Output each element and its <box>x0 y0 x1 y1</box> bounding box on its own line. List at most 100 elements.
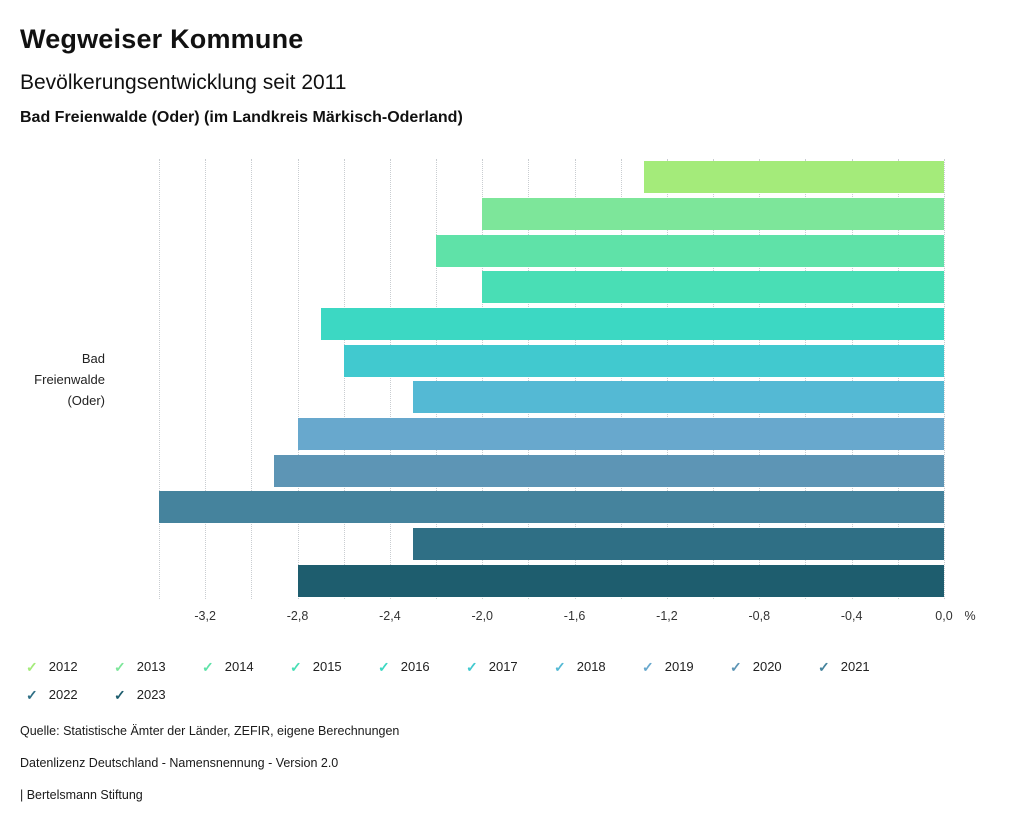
bar-2019[interactable] <box>297 417 944 450</box>
bar-row <box>159 489 944 526</box>
gridline <box>805 159 807 599</box>
legend-item-2022[interactable]: ✓ 2022 <box>26 687 114 702</box>
x-tick-label: -2,4 <box>379 609 401 623</box>
bar-row <box>159 416 944 453</box>
x-tick-label: -1,2 <box>656 609 678 623</box>
gridline <box>251 159 253 599</box>
legend-item-label: 2016 <box>400 659 430 674</box>
page-title: Wegweiser Kommune <box>20 24 304 54</box>
bar-row <box>159 342 944 379</box>
checkmark-icon: ✓ <box>26 658 38 675</box>
gridline <box>343 159 345 599</box>
bar-2023[interactable] <box>297 564 944 597</box>
bar-row <box>159 526 944 563</box>
gridline <box>297 159 299 599</box>
bar-2014[interactable] <box>436 234 944 267</box>
gridline <box>528 159 530 599</box>
bar-row <box>159 232 944 269</box>
category-label-line: (Oder) <box>67 392 105 408</box>
legend: ✓ 2012 ✓ 2013 ✓ 2014 ✓ 2015 ✓ 2016 ✓ 2017 ✓ 2018 ✓ 2019… <box>26 659 966 702</box>
footer: Quelle: Statistische Ämter der Länder, Z… <box>20 724 1004 802</box>
bar-2012[interactable] <box>643 161 944 194</box>
checkmark-icon: ✓ <box>642 658 654 675</box>
legend-item-label: 2012 <box>48 659 78 674</box>
checkmark-icon: ✓ <box>114 686 126 703</box>
legend-item-label: 2013 <box>136 659 166 674</box>
legend-item-label: 2020 <box>752 659 782 674</box>
bar-row <box>159 562 944 599</box>
license-note: Datenlizenz Deutschland - Namensnennung … <box>20 756 339 770</box>
gridline <box>666 159 668 599</box>
bar-2013[interactable] <box>482 197 944 230</box>
plot-column: -3,2 -2,8 -2,4 -2,0 -1,6 -1,2 -0,8 -0,4 0,0% <box>159 159 976 629</box>
bar-2020[interactable] <box>274 454 944 487</box>
attribution-note: | Bertelsmann Stiftung <box>20 788 143 802</box>
legend-item-label: 2017 <box>488 659 518 674</box>
legend-item-label: 2021 <box>840 659 870 674</box>
x-tick-label: -1,6 <box>563 609 586 623</box>
x-tick-label: -2,8 <box>286 609 309 623</box>
gridline <box>897 159 899 599</box>
legend-item-2012[interactable]: ✓ 2012 <box>26 659 114 674</box>
legend-item-label: 2023 <box>136 687 166 702</box>
legend-item-2020[interactable]: ✓ 2020 <box>730 659 818 674</box>
legend-item-2014[interactable]: ✓ 2014 <box>202 659 290 674</box>
gridline <box>574 159 576 599</box>
legend-item-2019[interactable]: ✓ 2019 <box>642 659 730 674</box>
checkmark-icon: ✓ <box>290 658 302 675</box>
gridline <box>851 159 853 599</box>
checkmark-icon: ✓ <box>554 658 566 675</box>
legend-item-2018[interactable]: ✓ 2018 <box>554 659 642 674</box>
category-axis-label: Bad Freienwalde (Oder) <box>20 159 159 599</box>
x-tick-label: -0,8 <box>748 609 771 623</box>
legend-item-label: 2022 <box>48 687 78 702</box>
x-axis-unit-label: % <box>964 609 976 623</box>
bar-row <box>159 159 944 196</box>
bar-row <box>159 196 944 233</box>
checkmark-icon: ✓ <box>818 658 830 675</box>
legend-item-label: 2014 <box>224 659 254 674</box>
chart-title: Bevölkerungsentwicklung seit 2011 <box>20 71 347 94</box>
legend-item-2015[interactable]: ✓ 2015 <box>290 659 378 674</box>
legend-item-2017[interactable]: ✓ 2017 <box>466 659 554 674</box>
checkmark-icon: ✓ <box>202 658 214 675</box>
legend-item-2016[interactable]: ✓ 2016 <box>378 659 466 674</box>
x-tick-label: 0,0 <box>935 609 953 623</box>
gridline <box>159 159 160 599</box>
gridline <box>205 159 207 599</box>
bar-2017[interactable] <box>343 344 944 377</box>
legend-item-2021[interactable]: ✓ 2021 <box>818 659 906 674</box>
x-tick-label: -0,4 <box>840 609 863 623</box>
gridline <box>759 159 761 599</box>
source-note: Quelle: Statistische Ämter der Länder, Z… <box>20 724 400 738</box>
chart-location-subtitle: Bad Freienwalde (Oder) (im Landkreis Mär… <box>20 109 463 126</box>
bar-row <box>159 269 944 306</box>
gridline <box>620 159 622 599</box>
legend-item-label: 2015 <box>312 659 342 674</box>
bar-2022[interactable] <box>412 527 944 560</box>
checkmark-icon: ✓ <box>114 658 126 675</box>
gridline <box>944 159 945 599</box>
legend-item-2013[interactable]: ✓ 2013 <box>114 659 202 674</box>
x-tick-label: -2,0 <box>471 609 494 623</box>
checkmark-icon: ✓ <box>466 658 478 675</box>
gridline <box>389 159 391 599</box>
legend-item-2023[interactable]: ✓ 2023 <box>114 687 202 702</box>
bar-row <box>159 306 944 343</box>
plot-area <box>159 159 945 599</box>
x-axis: -3,2 -2,8 -2,4 -2,0 -1,6 -1,2 -0,8 -0,4 0,0% <box>159 609 975 629</box>
checkmark-icon: ✓ <box>730 658 742 675</box>
legend-item-label: 2019 <box>664 659 694 674</box>
checkmark-icon: ✓ <box>378 658 390 675</box>
bar-2018[interactable] <box>412 381 944 414</box>
category-label-line: Freienwalde <box>34 371 105 387</box>
gridline <box>713 159 715 599</box>
bar-2021[interactable] <box>159 491 944 524</box>
bar-2016[interactable] <box>320 307 944 340</box>
bar-row <box>159 379 944 416</box>
bar-row <box>159 452 944 489</box>
category-label-line: Bad <box>81 350 105 366</box>
bar-2015[interactable] <box>482 271 944 304</box>
x-tick-label: -3,2 <box>194 609 216 623</box>
